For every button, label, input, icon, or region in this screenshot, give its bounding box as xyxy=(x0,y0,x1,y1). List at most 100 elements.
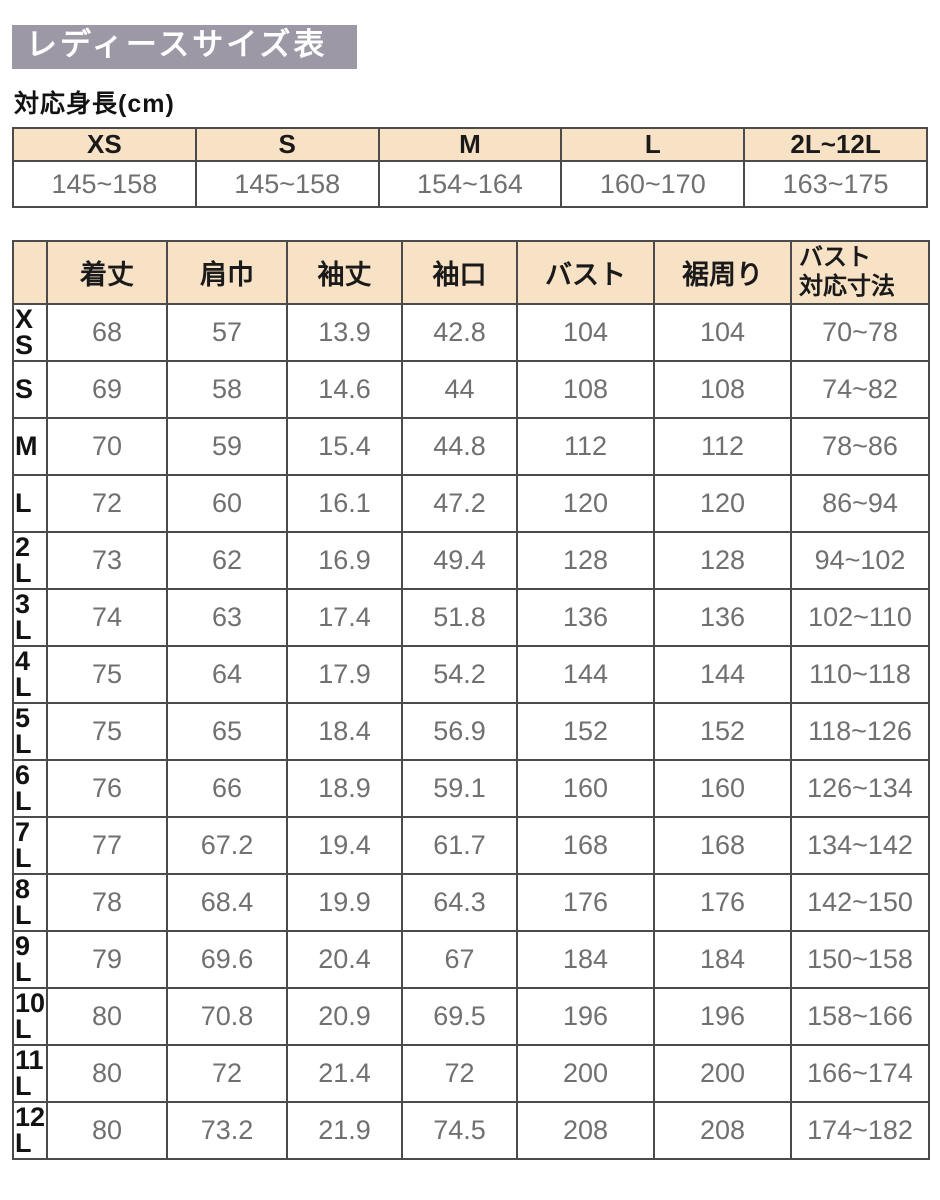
size-value: 176 xyxy=(653,873,792,932)
size-table-corner xyxy=(12,240,48,305)
size-value: 128 xyxy=(516,531,655,590)
size-row-label: 5 L xyxy=(12,702,48,761)
size-value: 58 xyxy=(166,360,288,419)
size-value: 128 xyxy=(653,531,792,590)
size-value: 80 xyxy=(46,1101,168,1160)
size-value: 184 xyxy=(516,930,655,989)
size-value: 136 xyxy=(516,588,655,647)
size-row-12L: 12 L 80 73.2 21.9 74.5 208 208 174~182 xyxy=(12,1101,930,1160)
size-col-header: 裾周り xyxy=(653,240,792,305)
size-value: 118~126 xyxy=(790,702,930,761)
height-col-header-M: M xyxy=(377,127,563,162)
size-row-label: 12 L xyxy=(12,1101,48,1160)
size-row-8L: 8 L 78 68.4 19.9 64.3 176 176 142~150 xyxy=(12,873,930,932)
height-value-XS: 145~158 xyxy=(12,160,197,208)
size-value: 59.1 xyxy=(401,759,518,818)
size-value: 104 xyxy=(653,303,792,362)
size-value: 136 xyxy=(653,588,792,647)
size-value: 65 xyxy=(166,702,288,761)
size-value: 168 xyxy=(516,816,655,875)
size-value: 74.5 xyxy=(401,1101,518,1160)
size-col-header: 袖丈 xyxy=(286,240,403,305)
size-value: 56.9 xyxy=(401,702,518,761)
size-row-XS: X S 68 57 13.9 42.8 104 104 70~78 xyxy=(12,303,930,362)
size-row-S: S 69 58 14.6 44 108 108 74~82 xyxy=(12,360,930,419)
size-value: 144 xyxy=(516,645,655,704)
size-value: 79 xyxy=(46,930,168,989)
size-value: 75 xyxy=(46,702,168,761)
size-value: 17.9 xyxy=(286,645,403,704)
size-value: 51.8 xyxy=(401,588,518,647)
size-value: 61.7 xyxy=(401,816,518,875)
size-value: 47.2 xyxy=(401,474,518,533)
size-value: 70.8 xyxy=(166,987,288,1046)
size-value: 200 xyxy=(516,1044,655,1103)
size-value: 70 xyxy=(46,417,168,476)
size-value: 54.2 xyxy=(401,645,518,704)
size-row-label: 4 L xyxy=(12,645,48,704)
size-value: 18.9 xyxy=(286,759,403,818)
size-value: 44 xyxy=(401,360,518,419)
size-value: 73.2 xyxy=(166,1101,288,1160)
size-row-2L: 2 L 73 62 16.9 49.4 128 128 94~102 xyxy=(12,531,930,590)
size-row-label: 2 L xyxy=(12,531,48,590)
size-value: 112 xyxy=(516,417,655,476)
size-row-M: M 70 59 15.4 44.8 112 112 78~86 xyxy=(12,417,930,476)
height-value-L: 160~170 xyxy=(560,160,746,208)
size-value: 72 xyxy=(46,474,168,533)
size-row-label: 7 L xyxy=(12,816,48,875)
size-value: 78~86 xyxy=(790,417,930,476)
size-row-5L: 5 L 75 65 18.4 56.9 152 152 118~126 xyxy=(12,702,930,761)
height-table-value-row: 145~158 145~158 154~164 160~170 163~175 xyxy=(12,160,928,208)
size-value: 15.4 xyxy=(286,417,403,476)
size-value: 94~102 xyxy=(790,531,930,590)
size-row-label: 11 L xyxy=(12,1044,48,1103)
height-table: XS S M L 2L~12L 145~158 145~158 154~164 160~170… xyxy=(12,127,928,208)
size-value: 168 xyxy=(653,816,792,875)
size-value: 49.4 xyxy=(401,531,518,590)
height-value-2L~12L: 163~175 xyxy=(743,160,928,208)
size-row-label: L xyxy=(12,474,48,533)
size-value: 69.6 xyxy=(166,930,288,989)
size-value: 78 xyxy=(46,873,168,932)
size-value: 68 xyxy=(46,303,168,362)
size-value: 144 xyxy=(653,645,792,704)
size-value: 72 xyxy=(401,1044,518,1103)
size-row-9L: 9 L 79 69.6 20.4 67 184 184 150~158 xyxy=(12,930,930,989)
size-value: 14.6 xyxy=(286,360,403,419)
size-value: 77 xyxy=(46,816,168,875)
size-value: 120 xyxy=(653,474,792,533)
size-value: 174~182 xyxy=(790,1101,930,1160)
size-table-header-row: 着丈 肩巾 袖丈 袖口 バスト 裾周り バスト 対応寸法 xyxy=(12,240,930,305)
size-value: 21.9 xyxy=(286,1101,403,1160)
size-value: 59 xyxy=(166,417,288,476)
size-value: 19.9 xyxy=(286,873,403,932)
size-value: 75 xyxy=(46,645,168,704)
size-value: 80 xyxy=(46,1044,168,1103)
size-col-header: 袖口 xyxy=(401,240,518,305)
size-row-label: S xyxy=(12,360,48,419)
size-value: 120 xyxy=(516,474,655,533)
size-value: 126~134 xyxy=(790,759,930,818)
size-row-11L: 11 L 80 72 21.4 72 200 200 166~174 xyxy=(12,1044,930,1103)
size-value: 64 xyxy=(166,645,288,704)
size-value: 166~174 xyxy=(790,1044,930,1103)
size-value: 102~110 xyxy=(790,588,930,647)
size-row-10L: 10 L 80 70.8 20.9 69.5 196 196 158~166 xyxy=(12,987,930,1046)
size-row-label: 9 L xyxy=(12,930,48,989)
size-row-4L: 4 L 75 64 17.9 54.2 144 144 110~118 xyxy=(12,645,930,704)
size-col-header: 着丈 xyxy=(46,240,168,305)
size-row-label: 10 L xyxy=(12,987,48,1046)
size-value: 66 xyxy=(166,759,288,818)
size-value: 200 xyxy=(653,1044,792,1103)
size-row-6L: 6 L 76 66 18.9 59.1 160 160 126~134 xyxy=(12,759,930,818)
height-table-header-row: XS S M L 2L~12L xyxy=(12,127,928,162)
height-col-header-XS: XS xyxy=(12,127,197,162)
size-value: 69 xyxy=(46,360,168,419)
height-value-S: 145~158 xyxy=(194,160,380,208)
size-value: 184 xyxy=(653,930,792,989)
size-value: 160 xyxy=(653,759,792,818)
size-table-body: X S 68 57 13.9 42.8 104 104 70~78 S 69 58 14.6 44 108… xyxy=(12,303,930,1160)
height-col-header-2L~12L: 2L~12L xyxy=(743,127,928,162)
